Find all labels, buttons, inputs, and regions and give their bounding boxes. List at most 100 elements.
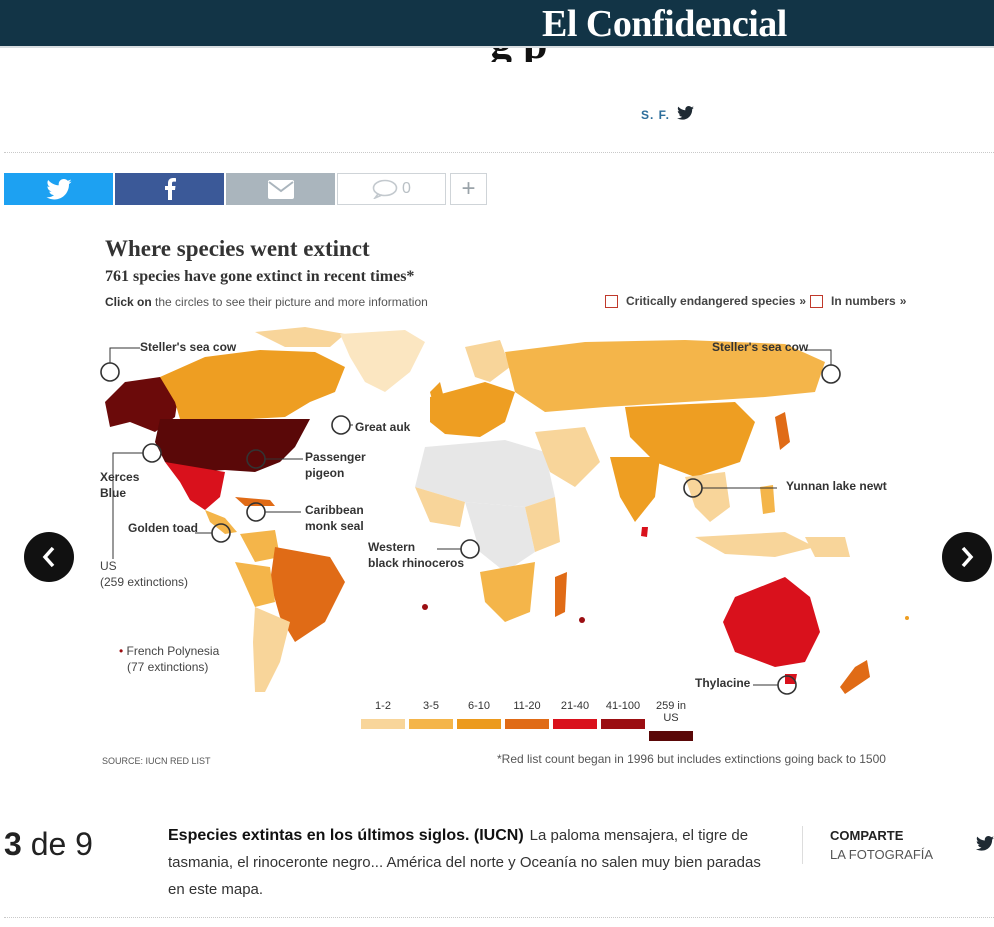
twitter-icon[interactable] bbox=[976, 836, 994, 851]
region-colombia bbox=[240, 530, 280, 562]
site-header: El Confidencial bbox=[0, 0, 994, 46]
region-central-america bbox=[205, 510, 237, 534]
checkbox-icon bbox=[605, 294, 618, 308]
legend-label: 41-100 bbox=[605, 700, 641, 712]
marker-xerces bbox=[142, 443, 162, 463]
marker-great-auk bbox=[331, 415, 351, 435]
label-caribbean-line1[interactable]: Caribbean bbox=[305, 503, 364, 517]
region-png bbox=[805, 537, 850, 557]
share-photo[interactable]: COMPARTE LA FOTOGRAFÍA bbox=[830, 826, 933, 864]
legend-swatch bbox=[649, 731, 693, 741]
share-facebook-button[interactable] bbox=[115, 173, 224, 205]
label-xerces-line2[interactable]: Blue bbox=[100, 486, 127, 500]
comment-icon bbox=[372, 179, 398, 199]
region-canada bbox=[160, 350, 345, 419]
label-western-line1[interactable]: Western bbox=[368, 540, 416, 554]
label-xerces-line1[interactable]: Xerces bbox=[100, 470, 140, 484]
region-central-africa bbox=[465, 502, 535, 572]
label-yunnan[interactable]: Yunnan lake newt bbox=[786, 479, 887, 493]
prev-slide-button[interactable] bbox=[24, 532, 74, 582]
mail-icon bbox=[267, 179, 294, 199]
site-logo[interactable]: El Confidencial bbox=[542, 3, 787, 45]
divider bbox=[4, 917, 994, 918]
next-slide-button[interactable] bbox=[942, 532, 992, 582]
label-western-line2[interactable]: black rhinoceros bbox=[368, 556, 465, 570]
region-se-asia bbox=[685, 472, 730, 522]
gallery-image[interactable]: Where species went extinct 761 species h… bbox=[85, 222, 924, 784]
legend-item: 41-100 bbox=[601, 700, 645, 741]
world-map bbox=[100, 327, 909, 695]
legend-item: 6-10 bbox=[457, 700, 501, 741]
chevron-left-icon bbox=[42, 546, 55, 568]
region-french-polynesia bbox=[422, 604, 428, 610]
region-alaska bbox=[105, 377, 180, 432]
region-japan bbox=[775, 412, 790, 450]
region-argentina bbox=[253, 607, 290, 692]
infographic-subtitle: 761 species have gone extinct in recent … bbox=[105, 268, 415, 285]
legend-item: 259 in US bbox=[649, 700, 693, 741]
label-passenger-pigeon-line2[interactable]: pigeon bbox=[305, 466, 345, 480]
label-passenger-pigeon-line1[interactable]: Passenger bbox=[305, 450, 366, 464]
label-stellers-left[interactable]: Steller's sea cow bbox=[140, 340, 237, 354]
legend-swatch bbox=[409, 719, 453, 729]
facebook-icon bbox=[164, 178, 176, 200]
legend-item: 21-40 bbox=[553, 700, 597, 741]
region-caribbean bbox=[235, 497, 275, 506]
region-russia bbox=[505, 340, 825, 412]
caption-text: La paloma mensajera, el tigre de tasmani… bbox=[168, 827, 761, 898]
region-australia bbox=[723, 577, 820, 667]
region-usa bbox=[155, 419, 310, 472]
share-photo-label-1: COMPARTE bbox=[830, 828, 904, 843]
region-philippines bbox=[760, 485, 775, 514]
label-caribbean-line2[interactable]: monk seal bbox=[305, 519, 364, 533]
legend-swatch bbox=[361, 719, 405, 729]
label-stellers-right[interactable]: Steller's sea cow bbox=[712, 340, 809, 354]
region-scandinavia bbox=[465, 340, 510, 382]
region-greenland bbox=[340, 330, 425, 392]
label-golden-toad[interactable]: Golden toad bbox=[128, 521, 198, 535]
region-peru bbox=[235, 562, 275, 607]
legend-label: 1-2 bbox=[375, 700, 391, 712]
plus-icon: + bbox=[461, 175, 476, 202]
label-us-line2: (259 extinctions) bbox=[100, 575, 189, 589]
legend-label: 11-20 bbox=[513, 700, 541, 712]
comments-count: 0 bbox=[402, 180, 411, 197]
article-title-clipped: g p bbox=[490, 48, 770, 62]
region-madagascar bbox=[555, 572, 567, 617]
label-great-auk[interactable]: Great auk bbox=[355, 420, 411, 434]
comments-button[interactable]: 0 bbox=[337, 173, 446, 205]
infographic-title: Where species went extinct bbox=[105, 236, 370, 261]
slide-total: de 9 bbox=[21, 826, 93, 862]
region-north-africa bbox=[415, 440, 555, 507]
region-uk bbox=[430, 382, 445, 410]
share-twitter-button[interactable] bbox=[4, 173, 113, 205]
option-numbers[interactable]: In numbers» bbox=[810, 294, 906, 308]
legend-item: 3-5 bbox=[409, 700, 453, 741]
marker-stellers-left bbox=[100, 362, 120, 382]
region-new-zealand bbox=[840, 660, 870, 694]
region-china bbox=[625, 402, 755, 477]
double-chevron-icon: » bbox=[799, 294, 807, 308]
label-french-poly-line2: (77 extinctions) bbox=[127, 660, 209, 674]
legend-label: 21-40 bbox=[560, 700, 590, 712]
twitter-icon[interactable] bbox=[677, 106, 694, 120]
more-share-button[interactable]: + bbox=[450, 173, 487, 205]
region-indonesia bbox=[695, 532, 815, 557]
region-west-africa bbox=[415, 487, 465, 527]
share-email-button[interactable] bbox=[226, 173, 335, 205]
author-name[interactable]: S. F. bbox=[641, 108, 671, 122]
slide-current: 3 bbox=[4, 826, 22, 862]
region-sri-lanka bbox=[641, 527, 648, 537]
dot-icon: • bbox=[119, 644, 127, 658]
twitter-icon bbox=[45, 178, 72, 199]
instruction-rest: the circles to see their picture and mor… bbox=[151, 295, 428, 309]
option-endangered[interactable]: Critically endangered species» bbox=[605, 294, 806, 308]
region-middle-east bbox=[535, 427, 600, 487]
legend-swatch bbox=[505, 719, 549, 729]
legend-label: 3-5 bbox=[423, 700, 439, 712]
legend-swatch bbox=[553, 719, 597, 729]
region-pacific-island bbox=[905, 616, 909, 620]
region-mauritius bbox=[579, 617, 585, 623]
instruction-bold: Click on bbox=[105, 295, 152, 309]
label-thylacine[interactable]: Thylacine bbox=[695, 676, 751, 690]
